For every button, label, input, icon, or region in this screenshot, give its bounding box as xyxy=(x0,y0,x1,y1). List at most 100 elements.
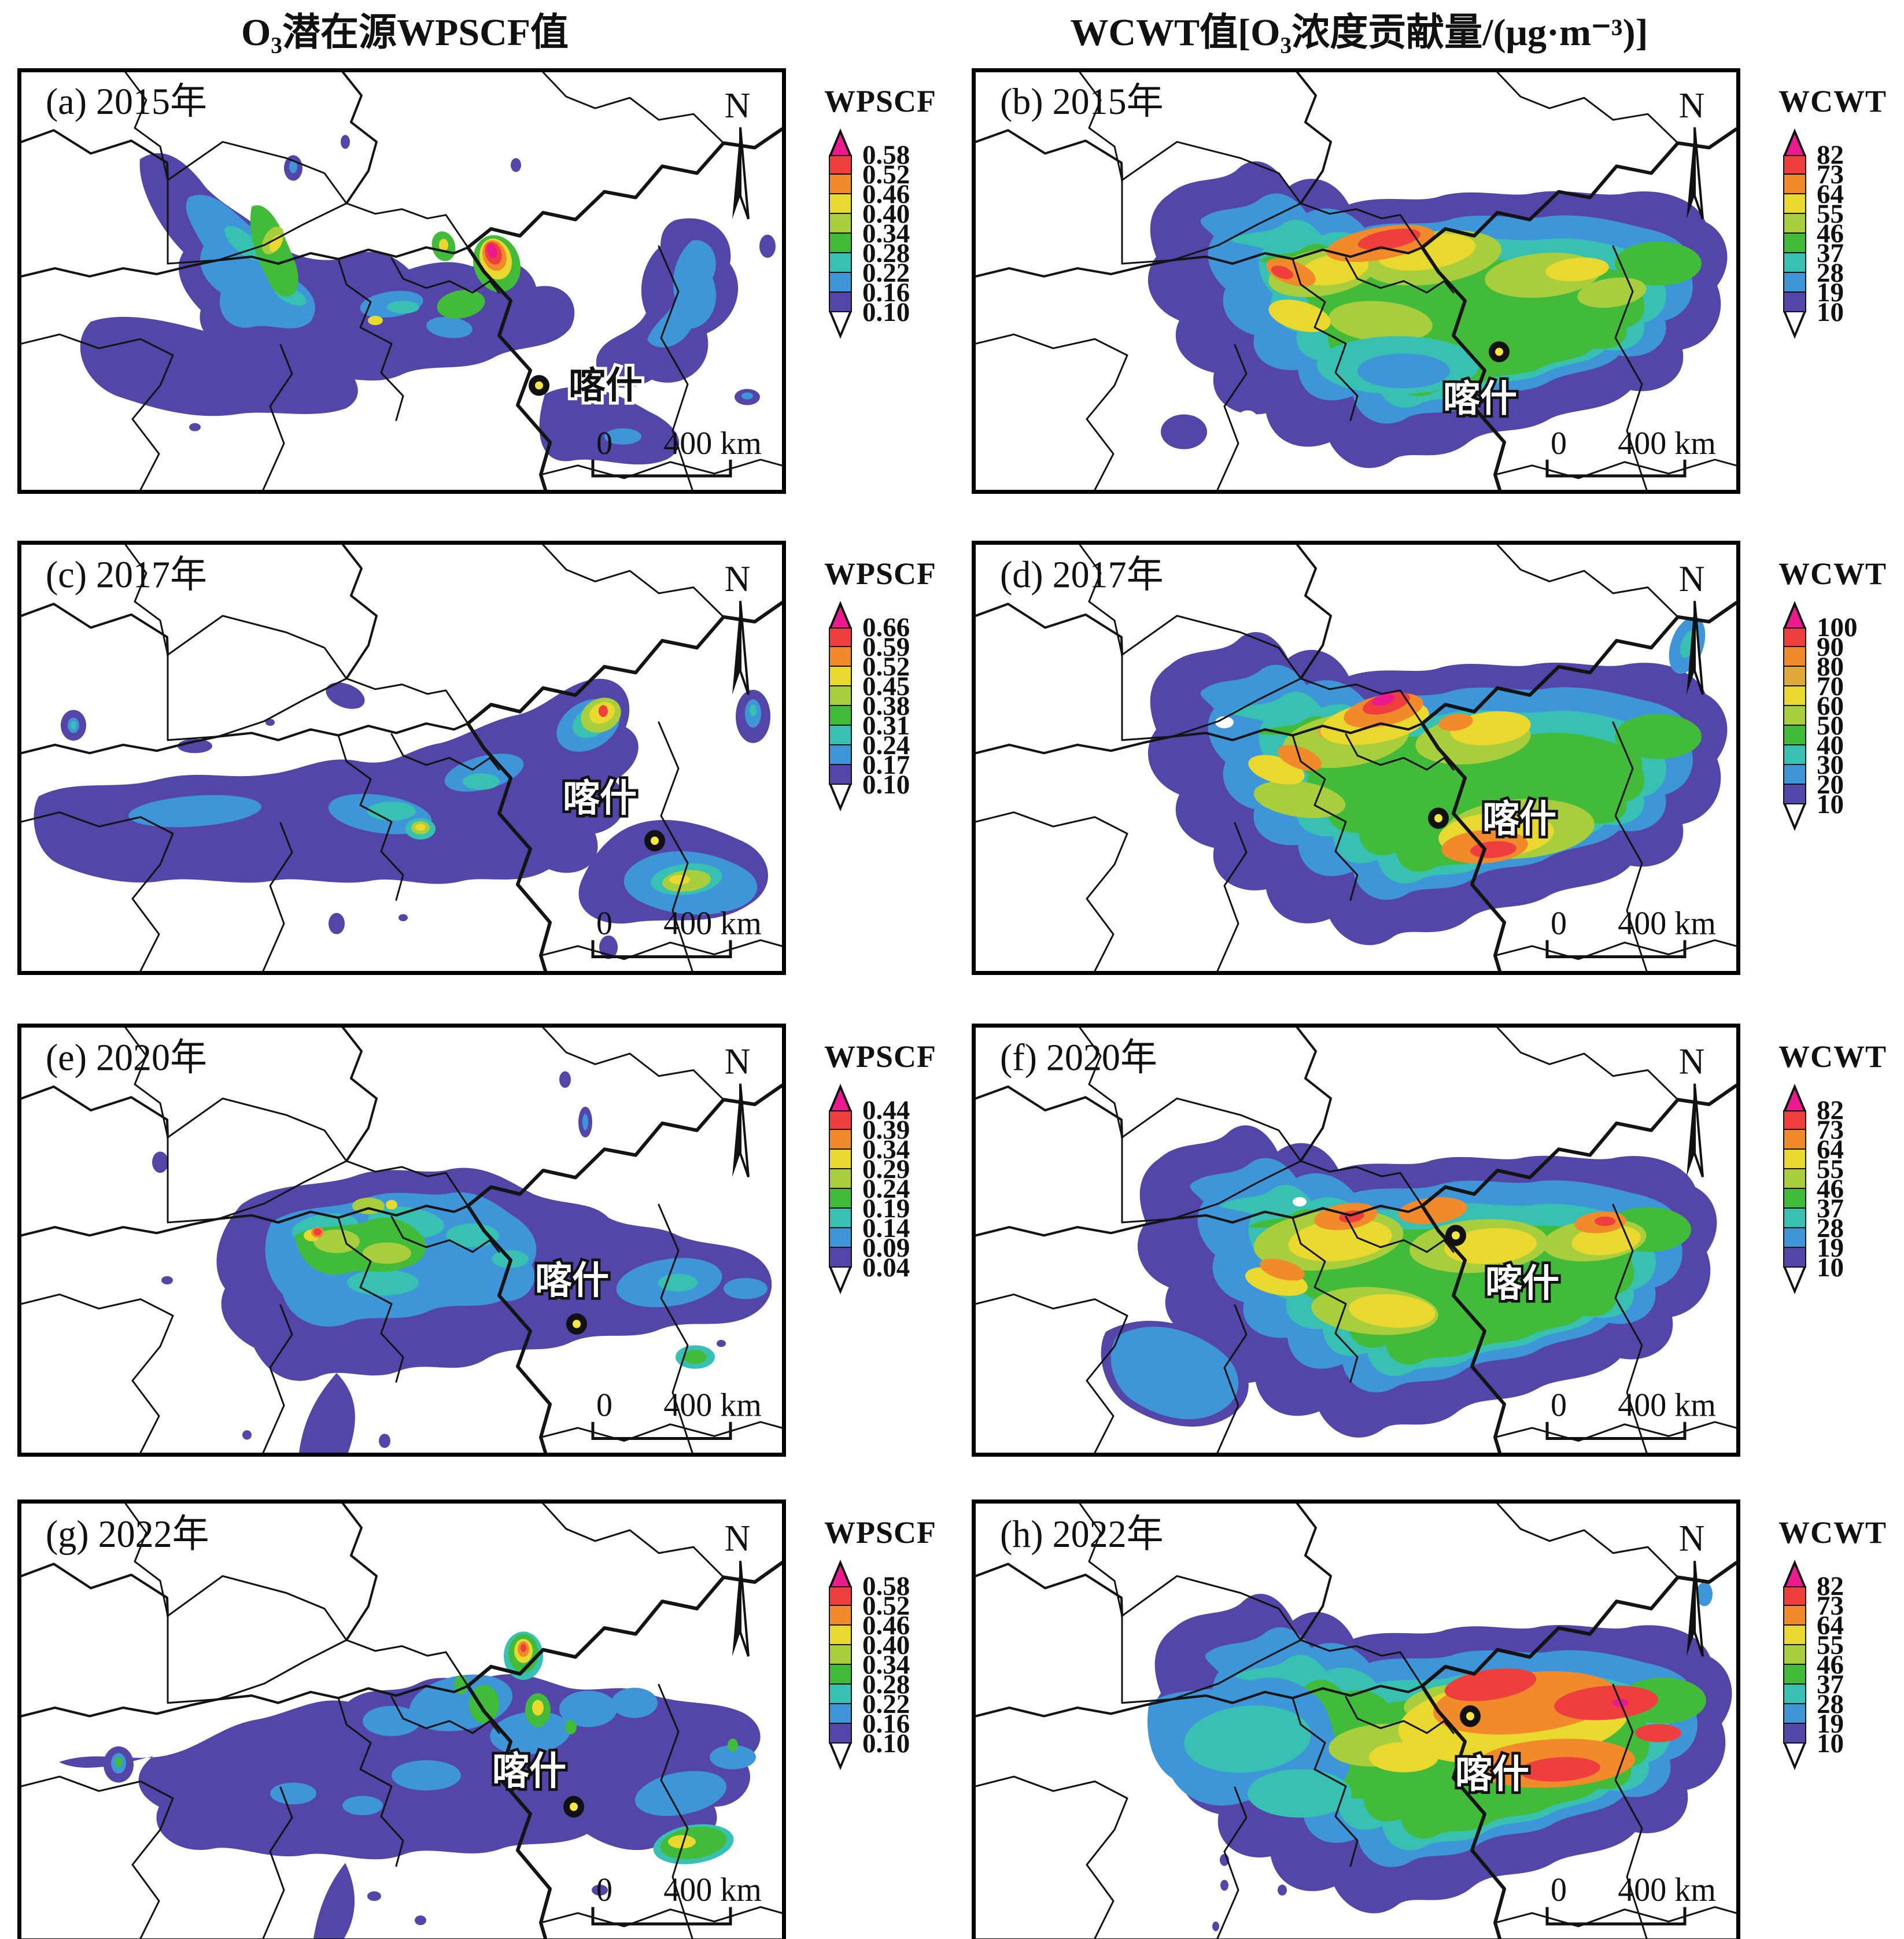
panel-d-group: 喀什 (d) 2017年 N 0 400 km WCWT 100 90 80 70 60… xyxy=(972,541,1904,975)
city-label: 喀什 xyxy=(492,1750,566,1793)
legend-segment xyxy=(829,1209,852,1228)
legend-bar xyxy=(1783,1084,1806,1294)
panel-e-group: 喀什 (e) 2020年 N 0 400 km WPSCF 0.44 0.39 0.… xyxy=(17,1024,962,1457)
panel-d-legend: WCWT 100 90 80 70 60 50 40 30 20 10 xyxy=(1763,541,1904,831)
legend-segment xyxy=(1783,1150,1806,1169)
legend-segment xyxy=(829,1724,852,1744)
city-marker xyxy=(529,375,549,396)
legend-segment xyxy=(1783,273,1806,293)
legend-value: 10 xyxy=(1817,1729,1844,1759)
contour-blobs xyxy=(152,1071,772,1453)
legend-value: 0.04 xyxy=(862,1253,910,1283)
column-title-wpscf: O₃潜在源WPSCF值 xyxy=(241,12,569,54)
panel-label: (g) 2022年 xyxy=(46,1513,209,1556)
panel-d-map: 喀什 (d) 2017年 N 0 400 km xyxy=(972,541,1740,975)
panel-a-canvas: 喀什 (a) 2015年 N 0 400 km xyxy=(21,72,782,490)
legend-value: 0.66 xyxy=(862,612,910,642)
north-label: N xyxy=(1679,86,1705,125)
scale-zero-label: 0 xyxy=(596,1871,612,1908)
legend-values: 0.44 0.39 0.34 0.29 0.24 0.19 0.14 0.09 0.04 xyxy=(862,1084,910,1294)
legend-segment xyxy=(829,234,852,253)
legend-segment xyxy=(1783,253,1806,273)
panel-d-canvas: 喀什 (d) 2017年 N 0 400 km xyxy=(976,545,1736,971)
legend-segment xyxy=(829,1110,852,1130)
north-needle-icon xyxy=(732,127,748,219)
panel-label: (b) 2015年 xyxy=(1000,81,1164,122)
legend-value: 0.44 xyxy=(862,1095,910,1125)
north-needle-icon xyxy=(732,1084,748,1177)
legend-value: 28 xyxy=(1817,258,1844,288)
north-needle-icon xyxy=(732,601,748,695)
panel-a-group: 喀什 (a) 2015年 N 0 400 km WPSCF 0.58 0.52 0.… xyxy=(17,68,962,494)
legend-segment xyxy=(1783,726,1806,745)
city-marker xyxy=(566,1313,587,1335)
panel-g-group: 喀什 (g) 2022年 N 0 400 km WPSCF 0.58 0.52 0.… xyxy=(17,1500,962,1939)
panel-c-canvas: 喀什 (c) 2017年 N 0 400 km xyxy=(21,545,782,971)
scale-bracket xyxy=(1547,460,1685,476)
legend-arrow-up-icon xyxy=(829,128,852,156)
legend-value: 19 xyxy=(1817,1709,1844,1739)
scale-bracket xyxy=(1547,940,1685,957)
north-needle-icon xyxy=(732,1561,748,1656)
scale-zero-label: 0 xyxy=(1551,1871,1567,1908)
legend-value: 46 xyxy=(1817,1174,1844,1204)
legend-segment xyxy=(829,175,852,194)
legend-bar xyxy=(829,1084,852,1294)
panel-e-map: 喀什 (e) 2020年 N 0 400 km xyxy=(17,1024,786,1457)
legend-segment xyxy=(1783,745,1806,765)
legend-segment xyxy=(829,627,852,647)
north-label: N xyxy=(1679,1517,1705,1559)
legend-bar xyxy=(1783,601,1806,831)
panel-label: (e) 2020年 xyxy=(46,1036,207,1079)
legend-arrow-up-icon xyxy=(829,1560,852,1587)
legend-value: 73 xyxy=(1817,1591,1844,1621)
panel-e-canvas: 喀什 (e) 2020年 N 0 400 km xyxy=(21,1028,782,1453)
legend-segments xyxy=(1783,627,1806,804)
legend-segment xyxy=(1783,155,1806,175)
legend-segment xyxy=(829,1586,852,1606)
panel-h-canvas: 喀什 (h) 2022年 N 0 400 km xyxy=(976,1504,1736,1938)
legend-segment xyxy=(829,1665,852,1685)
legend-segment xyxy=(1783,1665,1806,1685)
legend-title: WCWT xyxy=(1778,1039,1887,1074)
panel-h-legend: WCWT 82 73 64 55 46 37 28 19 10 xyxy=(1763,1500,1904,1770)
north-label: N xyxy=(1679,1041,1705,1082)
legend-segment xyxy=(829,1645,852,1665)
legend-value: 0.40 xyxy=(862,1630,910,1660)
legend-title: WCWT xyxy=(1778,1515,1887,1550)
city-label: 喀什 xyxy=(1482,799,1556,841)
contour-blobs xyxy=(1147,161,1728,468)
scale-zero-label: 0 xyxy=(1551,426,1567,461)
legend-title: WPSCF xyxy=(824,1039,936,1074)
legend-value: 0.22 xyxy=(862,1689,910,1719)
legend-segment xyxy=(1783,1586,1806,1606)
legend-value: 0.52 xyxy=(862,1591,910,1621)
panel-label: (f) 2020年 xyxy=(1000,1036,1157,1079)
legend-segment xyxy=(1783,1704,1806,1724)
panel-b-map: 喀什 (b) 2015年 N 0 400 km xyxy=(972,68,1740,494)
legend-arrow-up-icon xyxy=(1783,128,1806,156)
legend-value: 0.58 xyxy=(862,140,910,170)
north-label: N xyxy=(725,86,751,125)
legend-segment xyxy=(1783,214,1806,234)
legend-segment xyxy=(829,194,852,214)
legend-value: 19 xyxy=(1817,1233,1844,1263)
city-label: 喀什 xyxy=(1443,379,1517,420)
legend-segment xyxy=(829,667,852,686)
legend-segment xyxy=(829,706,852,726)
legend-value: 0.58 xyxy=(862,1571,910,1601)
legend-arrow-up-icon xyxy=(1783,1560,1806,1587)
legend-value: 0.29 xyxy=(862,1154,910,1184)
legend-value: 73 xyxy=(1817,160,1844,190)
panel-g-legend: WPSCF 0.58 0.52 0.46 0.40 0.34 0.28 0.22 0.16 0.… xyxy=(809,1500,962,1770)
legend-value: 28 xyxy=(1817,1689,1844,1719)
city-marker xyxy=(563,1796,584,1818)
legend-value: 0.16 xyxy=(862,1709,910,1739)
legend-segment xyxy=(829,1248,852,1268)
north-label: N xyxy=(725,558,751,599)
legend-segment xyxy=(1783,647,1806,667)
north-needle-icon xyxy=(1687,1084,1703,1177)
scale-distance-label: 400 km xyxy=(1618,426,1716,461)
legend-value: 0.59 xyxy=(862,632,910,662)
legend-segment xyxy=(1783,667,1806,686)
